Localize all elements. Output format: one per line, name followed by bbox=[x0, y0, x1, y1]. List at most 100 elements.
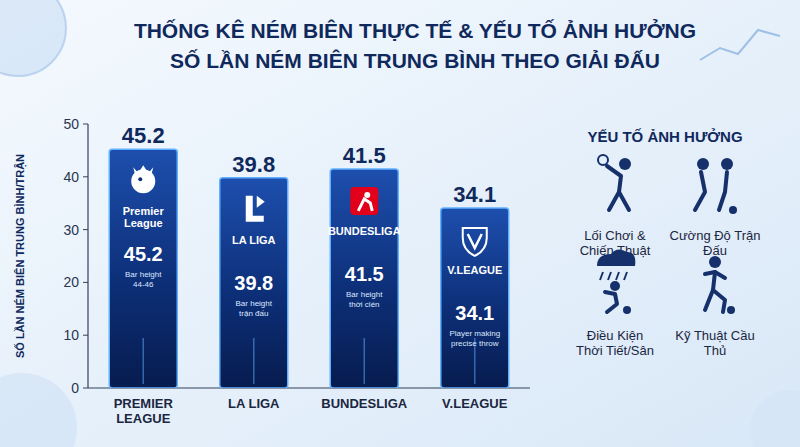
factor-icon bbox=[713, 290, 725, 312]
factor-label-line: Lối Chơi & bbox=[584, 228, 646, 243]
logo-icon bbox=[246, 196, 264, 222]
logo-text: PremierLeague bbox=[123, 205, 165, 229]
factor-icon bbox=[600, 272, 603, 280]
factor-label-line: Điều Kiện bbox=[587, 328, 643, 343]
logo-text: V.LEAGUE bbox=[447, 264, 502, 276]
factor-icon bbox=[729, 206, 737, 214]
y-tick-label: 10 bbox=[63, 327, 79, 343]
chart-root: THỐNG KÊ NÉM BIÊN THỰC TẾ & YẾU TỐ ẢNH H… bbox=[0, 0, 800, 447]
logo-text-line: BUNDESLIGA bbox=[328, 225, 401, 237]
bar-note-line: thời cién bbox=[349, 300, 380, 309]
factor-icon bbox=[608, 272, 611, 280]
logo-text-line: League bbox=[124, 217, 163, 229]
data-label: 39.8 bbox=[232, 152, 275, 177]
x-tick-label-line: V.LEAGUE bbox=[442, 396, 508, 411]
deco-ball bbox=[750, 390, 800, 447]
x-tick-label: V.LEAGUE bbox=[442, 396, 508, 411]
x-tick-label: LA LIGA bbox=[228, 396, 280, 411]
logo-text: LA LIGA bbox=[232, 234, 276, 246]
factor-icon bbox=[719, 172, 727, 210]
inner-value: 45.2 bbox=[124, 243, 163, 265]
factor-label-line: Thời Tiết/Sân bbox=[576, 343, 654, 358]
logo-icon bbox=[257, 196, 265, 208]
factor-icon bbox=[697, 158, 709, 170]
factor-icon bbox=[610, 281, 620, 291]
factor-icon bbox=[709, 256, 721, 268]
inner-value: 39.8 bbox=[234, 272, 273, 294]
subtitle: SỐ LẦN NÉM BIÊN TRUNG BÌNH THEO GIẢI ĐẤU bbox=[170, 49, 660, 72]
bar bbox=[441, 208, 509, 388]
factors: Lối Chơi &Chiến ThuậtCường Độ TrậnĐấuĐiề… bbox=[576, 155, 760, 358]
y-tick bbox=[83, 176, 88, 177]
logo-icon bbox=[133, 165, 153, 175]
bar bbox=[220, 178, 288, 388]
factor-icon bbox=[609, 192, 629, 210]
x-tick-label-line: LEAGUE bbox=[116, 411, 171, 426]
data-label: 41.5 bbox=[343, 143, 386, 168]
logo-icon bbox=[138, 177, 142, 181]
factor-label-line: Cường Độ Trận bbox=[670, 228, 761, 243]
title: THỐNG KÊ NÉM BIÊN THỰC TẾ & YẾU TỐ ẢNH H… bbox=[134, 19, 696, 42]
bar-note: Bar heighttrận đấu bbox=[236, 299, 273, 318]
y-tick-label: 0 bbox=[71, 380, 79, 396]
y-tick-label: 40 bbox=[63, 169, 79, 185]
bar-note-line: Bar height bbox=[125, 270, 162, 279]
y-tick-label: 50 bbox=[63, 116, 79, 132]
bar-note-line: precise throw bbox=[451, 339, 499, 348]
factor-label-line: Kỹ Thuật Cầu bbox=[675, 328, 754, 343]
logo-icon bbox=[463, 228, 487, 256]
factor-icon bbox=[695, 172, 705, 210]
deco-trend bbox=[700, 30, 780, 60]
inner-value: 41.5 bbox=[345, 263, 384, 285]
factor-label-line: Đấu bbox=[703, 243, 727, 258]
y-tick bbox=[83, 229, 88, 230]
data-label: 34.1 bbox=[453, 182, 496, 207]
y-axis-line bbox=[87, 124, 88, 388]
logo-icon bbox=[350, 187, 378, 215]
deco-ball-ring bbox=[0, 0, 66, 76]
factor-icon bbox=[624, 272, 627, 280]
bar-glow bbox=[364, 338, 366, 384]
y-tick bbox=[83, 335, 88, 336]
deco-ball bbox=[0, 0, 66, 76]
bar-note: Player makingprecise throw bbox=[449, 329, 500, 348]
bar bbox=[109, 149, 177, 388]
bar-note-line: Bar height bbox=[236, 299, 273, 308]
logo-icon bbox=[364, 192, 370, 198]
logo-icon bbox=[468, 234, 482, 248]
y-tick bbox=[83, 282, 88, 283]
factor-icon bbox=[721, 158, 733, 170]
x-tick-label-line: LA LIGA bbox=[228, 396, 280, 411]
x-tick-label: PREMIERLEAGUE bbox=[114, 396, 174, 426]
bar-note-line: Bar height bbox=[346, 290, 383, 299]
inner-value: 34.1 bbox=[455, 302, 494, 324]
logo-text: BUNDESLIGA bbox=[328, 225, 401, 237]
y-tick-label: 30 bbox=[63, 222, 79, 238]
background bbox=[0, 0, 800, 447]
x-tick-label: BUNDESLIGA bbox=[321, 396, 408, 411]
logo-icon bbox=[358, 199, 372, 211]
bar-note: Bar height44-46 bbox=[125, 270, 162, 289]
y-tick bbox=[83, 388, 88, 389]
bar-note-line: trận đấu bbox=[239, 309, 268, 318]
factor-icon bbox=[605, 292, 617, 312]
deco-ball bbox=[0, 373, 77, 447]
factor-label: Cường Độ TrậnĐấu bbox=[670, 228, 761, 258]
bar-note-line: Player making bbox=[449, 329, 500, 338]
logo-text-line: LA LIGA bbox=[232, 234, 276, 246]
factor-label: Điều KiệnThời Tiết/Sân bbox=[576, 328, 654, 358]
data-label: 45.2 bbox=[122, 123, 165, 148]
bar-note-line: 44-46 bbox=[133, 280, 154, 289]
factor-label-line: Thủ bbox=[704, 343, 726, 358]
y-tick bbox=[83, 124, 88, 125]
factor-icon bbox=[727, 306, 735, 314]
factor-icon bbox=[607, 166, 621, 192]
factor-icon bbox=[598, 155, 608, 165]
factor-icon bbox=[623, 306, 631, 314]
bar-contents: PremierLeague45.2Bar height44-46LA LIGA3… bbox=[123, 165, 503, 348]
factor-label: Kỹ Thuật CầuThủ bbox=[675, 328, 754, 358]
factor-icon bbox=[597, 249, 635, 266]
bar-glow bbox=[253, 338, 255, 384]
x-tick-label-line: PREMIER bbox=[114, 396, 174, 411]
y-axis-label: SỐ LẦN NÉM BIÊN TRUNG BÌNH/TRẬN bbox=[13, 154, 27, 358]
